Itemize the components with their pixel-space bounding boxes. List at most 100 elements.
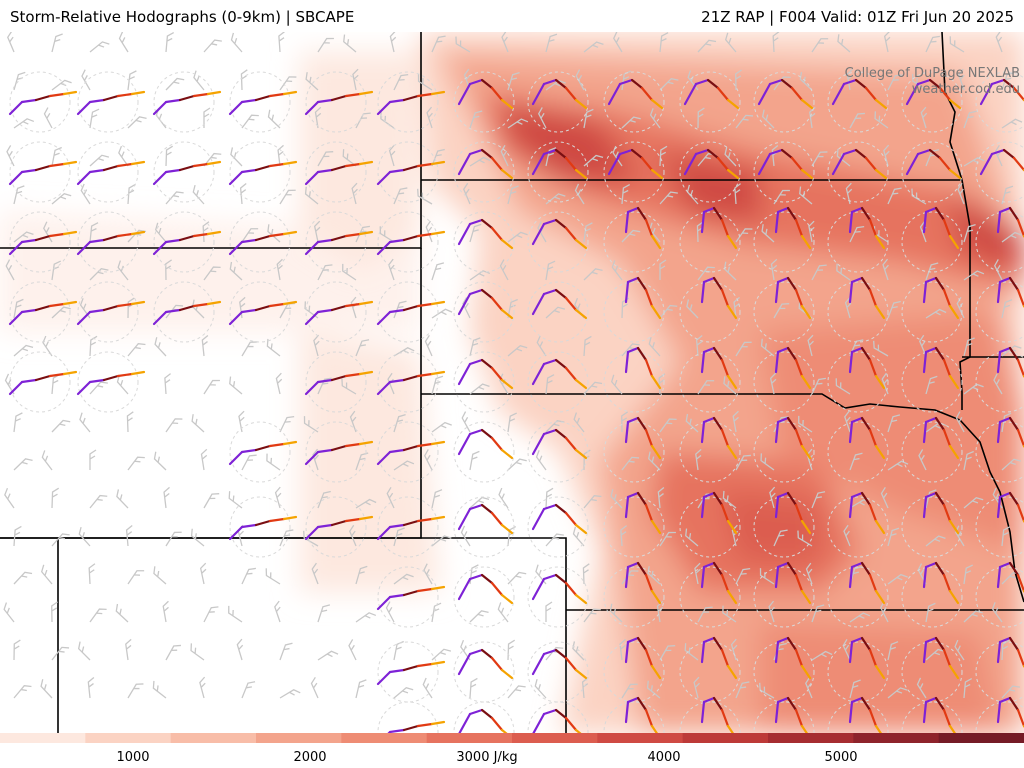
wind-barb xyxy=(1001,685,1020,699)
hodograph-segment xyxy=(700,420,706,444)
wind-barb xyxy=(87,676,95,699)
hodograph-ring xyxy=(603,281,665,343)
hodograph-segment xyxy=(574,238,588,250)
hodograph-ring xyxy=(527,701,589,733)
hodograph-segment xyxy=(430,440,446,446)
hodograph-ring xyxy=(679,351,741,413)
hodograph-ring xyxy=(153,71,215,133)
hodograph-segment xyxy=(774,700,780,724)
hodograph-segment xyxy=(458,712,472,733)
hodograph-segment xyxy=(178,164,196,172)
hodograph-segment xyxy=(500,308,514,320)
hodograph-ring xyxy=(305,421,367,483)
hodograph-ring xyxy=(827,566,889,628)
hodograph-segment xyxy=(868,428,878,448)
hodograph-ring xyxy=(527,421,589,483)
wind-barb xyxy=(388,144,396,167)
hodograph-segment xyxy=(905,152,920,176)
hodograph-ring xyxy=(679,566,741,628)
hodograph-segment xyxy=(402,519,420,527)
hodograph-ring xyxy=(77,211,139,273)
hodograph-segment xyxy=(402,444,420,452)
colorbar-tick-label: 1000 xyxy=(116,750,150,765)
wind-barb xyxy=(240,69,248,91)
wind-barb xyxy=(963,270,985,281)
wind-barb xyxy=(772,32,780,53)
hodograph-segment xyxy=(416,662,434,668)
hodograph-segment xyxy=(468,358,484,366)
wind-barb xyxy=(836,263,851,281)
wind-barb xyxy=(659,304,678,319)
wind-barb xyxy=(279,642,293,661)
hodograph-segment xyxy=(268,517,286,523)
wind-barb xyxy=(582,563,590,585)
wind-barb xyxy=(317,264,333,281)
hodograph-segment xyxy=(76,170,92,186)
hodograph-segment xyxy=(1016,503,1024,523)
hodograph-ring xyxy=(827,141,889,203)
hodograph-segment xyxy=(694,148,710,156)
hodograph-segment xyxy=(542,428,558,436)
hodograph-segment xyxy=(344,92,362,98)
hodograph-segment xyxy=(416,92,434,98)
hodograph-segment xyxy=(468,218,484,226)
hodograph-segment xyxy=(130,230,146,236)
hodograph-segment xyxy=(20,238,38,244)
wind-barb xyxy=(425,220,433,243)
hodograph-segment xyxy=(702,561,716,569)
hodograph-segment xyxy=(254,164,272,172)
hodograph-segment xyxy=(8,380,24,396)
wind-barb xyxy=(237,524,244,547)
hodograph-segment xyxy=(874,519,886,535)
hodograph-segment xyxy=(402,304,420,312)
hodograph-segment xyxy=(34,164,52,172)
hodograph-ring xyxy=(229,141,291,203)
hodograph-segment xyxy=(644,218,654,238)
hodograph-segment xyxy=(702,276,716,284)
hodograph-segment xyxy=(726,444,738,460)
wind-barb xyxy=(7,32,15,53)
hodograph-segment xyxy=(776,276,790,284)
wind-barb xyxy=(572,526,585,547)
wind-barb xyxy=(583,41,604,53)
hodograph-segment xyxy=(650,374,662,390)
hodograph-segment xyxy=(800,664,812,680)
hodograph-segment xyxy=(938,156,952,172)
wind-barb xyxy=(507,72,520,91)
hodograph-segment xyxy=(700,210,706,234)
wind-barb xyxy=(190,643,205,661)
wind-barb xyxy=(883,32,891,53)
hodograph-segment xyxy=(480,358,494,370)
hodograph-segment xyxy=(490,226,504,242)
hodograph-segment xyxy=(996,700,1002,724)
hodograph-segment xyxy=(8,170,24,186)
colorbar-tick-label: 4000 xyxy=(647,750,681,765)
hodograph-segment xyxy=(928,148,942,160)
wind-barb xyxy=(609,603,623,623)
hodograph-segment xyxy=(430,585,446,591)
hodograph-segment xyxy=(468,573,484,581)
hodograph-ring xyxy=(753,351,815,413)
hodograph-segment xyxy=(8,310,24,326)
hodograph-segment xyxy=(979,82,994,106)
hodograph-segment xyxy=(726,589,738,605)
hodograph-ring xyxy=(603,211,665,273)
hodograph-segment xyxy=(842,148,858,156)
hodograph-segment xyxy=(20,378,38,384)
hodograph-segment xyxy=(780,148,794,160)
hodograph-segment xyxy=(376,100,392,116)
wind-barb xyxy=(469,610,489,623)
hodograph-segment xyxy=(868,218,878,238)
wind-barb xyxy=(241,454,257,471)
wind-barb xyxy=(735,568,751,585)
hodograph-segment xyxy=(574,523,588,535)
wind-barb xyxy=(426,106,433,129)
hodographs xyxy=(8,78,1024,733)
hodograph-segment xyxy=(468,428,484,436)
hodograph-segment xyxy=(842,78,858,86)
wind-barb xyxy=(13,231,34,243)
wind-barb xyxy=(621,411,629,433)
hodograph-segment xyxy=(430,660,446,666)
wind-barb xyxy=(431,375,444,395)
wind-barb xyxy=(118,145,129,167)
